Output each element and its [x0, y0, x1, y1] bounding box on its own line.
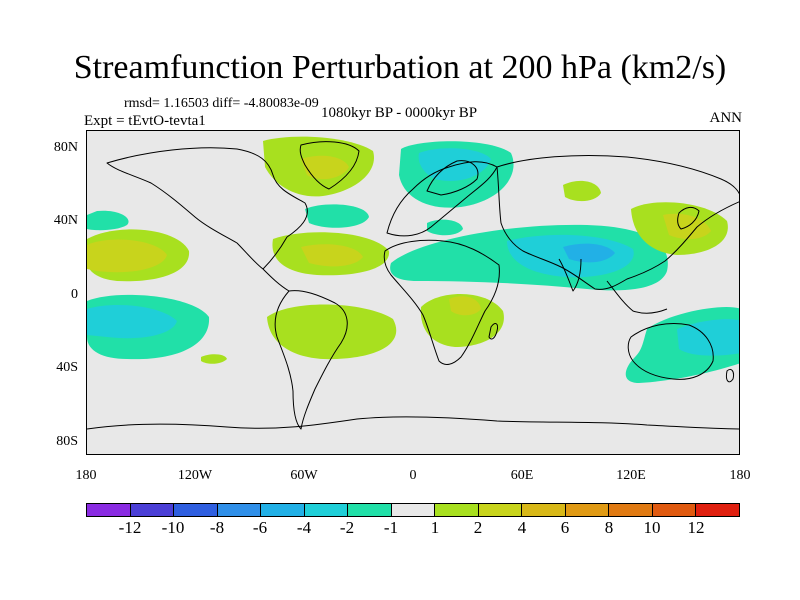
colorbar-box-6: [348, 504, 392, 516]
colorbar-label-13: 12: [687, 518, 705, 537]
season-label: ANN: [709, 110, 743, 126]
lon-tick-0: 0: [409, 468, 417, 483]
anomaly-south-pacific-small: [201, 354, 227, 364]
anomaly-mediterranean: [427, 219, 463, 236]
australia-coast: [627, 323, 714, 380]
greenland-coast: [299, 141, 360, 190]
colorbar-label-3: -6: [252, 518, 268, 537]
anomaly-west-pacific-negative: [87, 210, 129, 231]
colorbar-label-12: 10: [643, 518, 661, 537]
plot-title: Streamfunction Perturbation at 200 hPa (…: [73, 49, 727, 86]
anomaly-asia-peak: [563, 243, 615, 263]
anomaly-south-america: [267, 304, 397, 360]
india-coast: [558, 258, 582, 292]
lat-tick-equator: 0: [71, 287, 78, 302]
southeast-asia-coast: [606, 280, 668, 314]
colorbar-label-0: -12: [118, 518, 142, 537]
colorbar-box-12: [609, 504, 653, 516]
colorbar-box-2: [174, 504, 218, 516]
lat-tick-40s: 40S: [56, 360, 78, 375]
colorbar-label-11: 8: [604, 518, 614, 537]
anomaly-greenland-core: [301, 155, 349, 180]
colorbar-box-3: [217, 504, 262, 516]
colorbar-label-6: -1: [383, 518, 399, 537]
anomaly-southern-africa-core: [449, 296, 481, 316]
coastlines: [87, 141, 739, 430]
north-america-coast: [106, 147, 308, 270]
central-america-coast: [262, 268, 290, 292]
colorbar-box-1: [130, 504, 175, 516]
colorbar-box-11: [565, 504, 610, 516]
colorbar-box-4: [261, 504, 305, 516]
lon-tick-180w: 180: [75, 468, 97, 483]
colorbar-label-9: 4: [517, 518, 527, 537]
colorbar-box-10: [522, 504, 566, 516]
asia-coast: [496, 154, 739, 290]
colorbar-box-13: [652, 504, 697, 516]
anomaly-central-asia: [563, 180, 601, 202]
lon-tick-120e: 120E: [616, 468, 646, 483]
colorbar-box-14: [696, 504, 739, 516]
anomaly-australia-core: [677, 319, 739, 356]
lat-tick-80s: 80S: [56, 434, 78, 449]
anomaly-scandinavia-core: [418, 148, 491, 181]
colorbar-label-2: -8: [209, 518, 225, 537]
madagascar-coast: [488, 323, 498, 340]
lon-tick-120w: 120W: [177, 468, 213, 483]
period-label: 1080kyr BP - 0000kyr BP: [321, 105, 478, 121]
anomaly-southern-africa: [420, 293, 504, 347]
lat-tick-40n: 40N: [53, 213, 78, 228]
japan-coast: [677, 206, 700, 230]
lon-tick-60e: 60E: [510, 468, 534, 483]
antarctica-coast: [87, 416, 739, 430]
colorbar-box-9: [478, 504, 523, 516]
new-zealand-coast: [726, 368, 734, 383]
colorbar-label-5: -2: [339, 518, 355, 537]
experiment-label: Expt = tEvtO-tevta1: [84, 113, 206, 129]
colorbar-label-8: 2: [473, 518, 483, 537]
scandinavia-coast: [426, 160, 479, 196]
south-america-coast: [274, 290, 348, 430]
map-panel: [86, 130, 740, 455]
colorbar-label-7: 1: [430, 518, 440, 537]
anomaly-south-pacific-core: [87, 305, 177, 339]
colorbar-box-7: [391, 504, 436, 516]
colorbar-box-0: [87, 504, 131, 516]
colorbar-label-1: -10: [161, 518, 185, 537]
colorbar-box-8: [435, 504, 479, 516]
colorbar-box-5: [304, 504, 349, 516]
rmsd-diff-label: rmsd= 1.16503 diff= -4.80083e-09: [124, 96, 319, 111]
lat-tick-80n: 80N: [53, 140, 78, 155]
anomaly-caribbean-core: [301, 244, 363, 267]
anomaly-pacific-negative: [305, 204, 369, 228]
anomaly-map: [87, 131, 739, 454]
anomaly-north-pacific-core: [87, 239, 167, 273]
africa-coast: [383, 239, 500, 365]
colorbar-label-10: 6: [560, 518, 570, 537]
anomaly-fields: [87, 136, 739, 383]
colorbar-label-4: -4: [296, 518, 312, 537]
lon-tick-180e: 180: [729, 468, 751, 483]
lon-tick-60w: 60W: [290, 468, 318, 483]
colorbar: [86, 503, 740, 517]
